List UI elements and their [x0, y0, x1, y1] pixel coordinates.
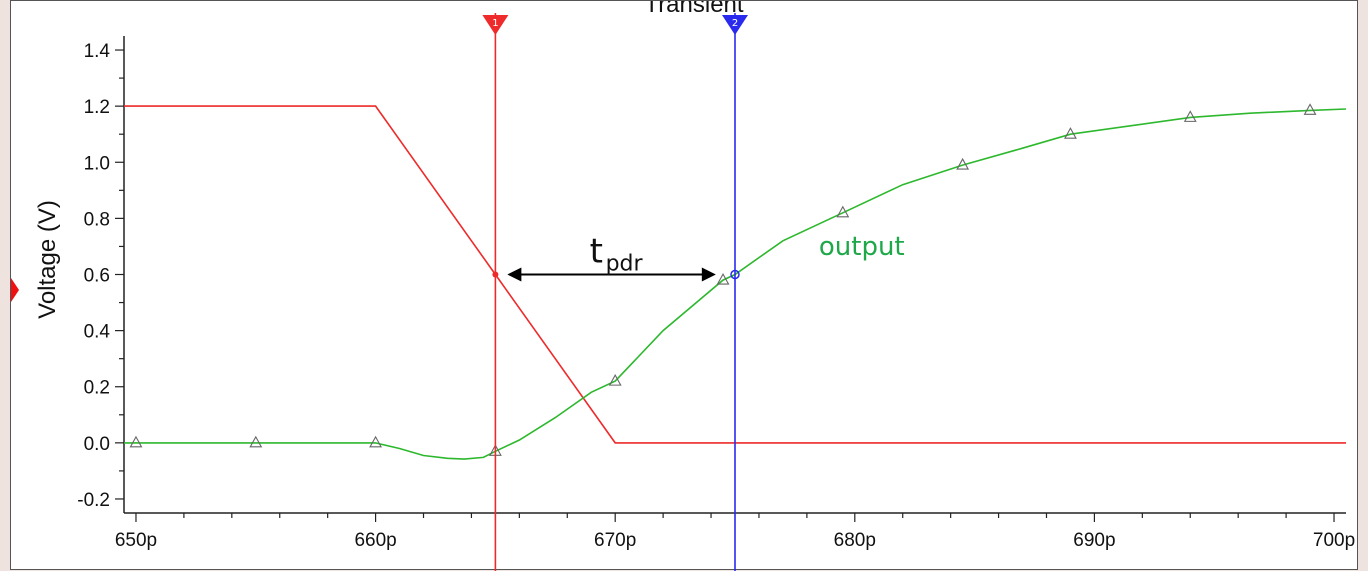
chart-title: Transient — [644, 1, 743, 18]
cursor-label: 1 — [492, 18, 498, 29]
output-marker-point — [249, 435, 263, 448]
output-marker-point — [956, 157, 970, 170]
x-tick-label: 670p — [594, 530, 636, 551]
x-tick-label: 650p — [115, 530, 157, 551]
y-axis-ticks: 1.4 1.2 1.0 0.8 0.6 0.4 0.2 0.0 -0.2 — [77, 41, 124, 511]
chart-window: 650p 660p 670p 680p 690p 700p 1.4 1.2 1.0 0.8 0.6… — [10, 0, 1358, 571]
y-tick-label: 1.4 — [84, 41, 111, 62]
y-marker-icon[interactable] — [0, 0, 20, 570]
cursor-handle-icon[interactable] — [722, 15, 748, 35]
output-marker-point — [369, 435, 383, 448]
arrow-right-icon — [701, 267, 716, 282]
x-tick-label: 700p — [1313, 530, 1355, 551]
tpdr-subscript: pdr — [606, 252, 644, 277]
cursor1-intersection — [492, 271, 499, 278]
y-tick-label: 1.2 — [84, 97, 110, 118]
cursor2-intersection — [730, 269, 740, 280]
output-marker-point — [1183, 110, 1197, 122]
output-marker-point — [716, 272, 730, 285]
y-tick-label: 0.0 — [84, 434, 110, 455]
x-tick-label: 680p — [834, 530, 876, 551]
tpdr-label: t — [590, 232, 603, 272]
cursor-label: 2 — [732, 18, 738, 29]
y-tick-label: 1.0 — [84, 153, 110, 174]
x-axis-ticks: 650p 660p 670p 680p 690p 700p — [115, 513, 1355, 551]
y-tick-label: 0.6 — [84, 266, 110, 287]
x-tick-label: 660p — [354, 530, 396, 551]
arrow-left-icon — [507, 267, 522, 282]
annotations: t pdr output — [507, 232, 905, 282]
y-axis-label: Voltage (V) — [34, 200, 61, 319]
output-marker-point — [836, 205, 850, 218]
output-marker-point — [1303, 103, 1317, 115]
output-marker-point — [129, 435, 143, 448]
x-tick-label: 690p — [1073, 530, 1115, 551]
y-tick-label: -0.2 — [77, 490, 110, 511]
transient-chart: 650p 660p 670p 680p 690p 700p 1.4 1.2 1.0 0.8 0.6… — [34, 1, 1355, 571]
y-tick-label: 0.2 — [84, 378, 110, 399]
output-waveform-line — [124, 108, 1347, 460]
output-marker-point — [608, 373, 622, 386]
output-series-label: output — [819, 232, 905, 262]
y-tick-label: 0.4 — [84, 322, 111, 343]
output-marker-point — [1064, 127, 1077, 139]
y-tick-label: 0.8 — [84, 209, 110, 230]
cursor-handle-icon[interactable] — [482, 15, 509, 35]
